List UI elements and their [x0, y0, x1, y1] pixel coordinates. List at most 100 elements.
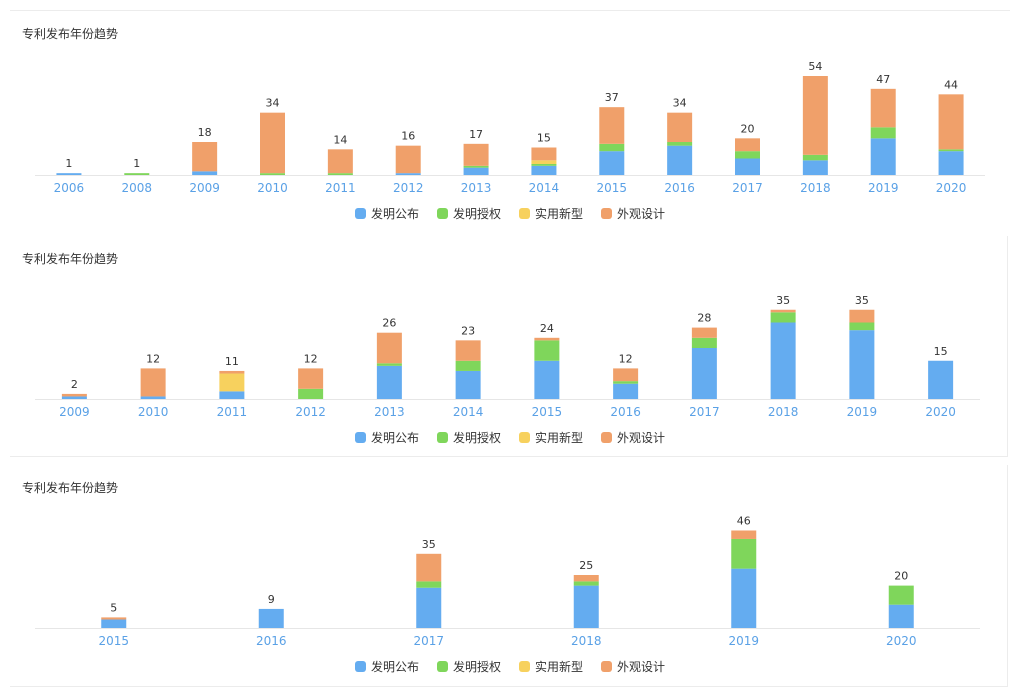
bar-segment-2017-发明公布[interactable] [735, 158, 760, 176]
bar-segment-2017-外观设计[interactable] [691, 327, 717, 338]
bar-segment-2009-外观设计[interactable] [192, 142, 218, 172]
bar-segment-2020-发明公布[interactable] [888, 604, 914, 628]
bar-segment-2014-实用新型[interactable] [531, 160, 557, 164]
bar-segment-2010-外观设计[interactable] [140, 368, 166, 397]
legend-item-faming-shouquan[interactable]: 发明授权 [436, 205, 501, 222]
bar-segment-2017-外观设计[interactable] [416, 553, 442, 582]
bar-segment-2017-发明授权[interactable] [735, 151, 760, 159]
bar-segment-2014-发明公布[interactable] [455, 370, 481, 399]
bar-segment-2017-发明公布[interactable] [416, 587, 442, 628]
bar-segment-2010-外观设计[interactable] [260, 112, 285, 174]
bar-segment-2018-外观设计[interactable] [573, 575, 599, 582]
bar-segment-2018-发明授权[interactable] [802, 154, 828, 161]
bar-segment-2019-发明授权[interactable] [849, 322, 875, 331]
legend-item-waiguan-sheji[interactable]: 外观设计 [601, 429, 665, 446]
bar-segment-2011-发明公布[interactable] [219, 391, 245, 399]
bar-segment-2015-发明授权[interactable] [534, 340, 560, 361]
bar-segment-2017-外观设计[interactable] [735, 138, 760, 152]
x-tick-label: 2015 [532, 405, 563, 419]
bar-segment-2020-外观设计[interactable] [938, 94, 964, 150]
bar-segment-2018-发明公布[interactable] [802, 160, 828, 175]
x-tick-label: 2019 [847, 405, 878, 419]
bar-segment-2011-发明授权[interactable] [327, 173, 353, 175]
bar-segment-2014-外观设计[interactable] [531, 147, 557, 161]
legend-item-shiyong-xinxing[interactable]: 实用新型 [519, 429, 583, 446]
x-tick-label: 2014 [529, 181, 560, 195]
bar-segment-2019-发明授权[interactable] [870, 127, 896, 139]
bar-segment-2016-外观设计[interactable] [667, 112, 693, 142]
legend-item-faming-gongbu[interactable]: 发明公布 [354, 205, 419, 222]
bar-segment-2019-发明授权[interactable] [731, 538, 757, 569]
bar-segment-2011-外观设计[interactable] [327, 149, 353, 174]
bar-segment-2012-发明授权[interactable] [298, 388, 324, 399]
bar-segment-2018-发明公布[interactable] [573, 585, 599, 628]
bar-segment-2006-发明公布[interactable] [56, 173, 82, 175]
bar-segment-2019-外观设计[interactable] [849, 309, 875, 323]
bar-segment-2015-外观设计[interactable] [101, 617, 127, 620]
legend-item-faming-shouquan[interactable]: 发明授权 [436, 658, 501, 675]
bar-segment-2015-发明公布[interactable] [599, 151, 625, 175]
x-tick-label: 2016 [664, 181, 695, 195]
bar-segment-2010-发明公布[interactable] [140, 396, 166, 399]
legend-item-faming-gongbu[interactable]: 发明公布 [354, 658, 419, 675]
bar-segment-2013-发明公布[interactable] [463, 167, 489, 175]
bar-segment-2014-外观设计[interactable] [455, 340, 481, 361]
bar-segment-2016-外观设计[interactable] [613, 368, 639, 382]
bar-segment-2012-外观设计[interactable] [298, 368, 324, 389]
bar-segment-2019-发明公布[interactable] [731, 568, 757, 628]
bar-segment-2017-发明授权[interactable] [691, 337, 717, 348]
bar-segment-2014-发明公布[interactable] [531, 165, 557, 175]
bar-segment-2012-发明公布[interactable] [395, 173, 421, 175]
bar-segment-2019-外观设计[interactable] [731, 530, 757, 539]
bar-segment-2018-发明授权[interactable] [770, 312, 796, 323]
bar-segment-2015-发明授权[interactable] [599, 143, 625, 152]
bar-segment-2020-发明公布[interactable] [938, 151, 964, 175]
data-label: 25 [579, 559, 593, 572]
bar-segment-2011-外观设计[interactable] [219, 370, 245, 374]
bar-segment-2010-发明授权[interactable] [260, 173, 285, 175]
bar-segment-2016-发明公布[interactable] [613, 383, 639, 399]
legend-item-waiguan-sheji[interactable]: 外观设计 [601, 658, 665, 675]
bar-segment-2015-外观设计[interactable] [534, 337, 560, 341]
bar-segment-2015-外观设计[interactable] [599, 107, 625, 144]
legend-item-waiguan-sheji[interactable]: 外观设计 [601, 205, 665, 222]
bar-segment-2016-发明授权[interactable] [667, 142, 693, 146]
bar-segment-2014-发明授权[interactable] [455, 360, 481, 371]
bar-segment-2013-发明授权[interactable] [463, 165, 489, 168]
bar-segment-2008-发明授权[interactable] [124, 173, 150, 175]
bar-segment-2019-外观设计[interactable] [870, 88, 896, 128]
bar-segment-2020-发明公布[interactable] [928, 360, 954, 399]
bar-segment-2011-实用新型[interactable] [219, 373, 245, 392]
bar-segment-2015-发明公布[interactable] [534, 360, 560, 399]
bar-segment-2020-发明授权[interactable] [938, 149, 964, 152]
bar-segment-2018-外观设计[interactable] [802, 76, 828, 155]
bar-segment-2020-发明授权[interactable] [888, 585, 914, 605]
bar-segment-2014-发明授权[interactable] [531, 164, 557, 166]
legend-item-faming-shouquan[interactable]: 发明授权 [436, 429, 501, 446]
legend-item-shiyong-xinxing[interactable]: 实用新型 [519, 205, 583, 222]
bar-segment-2017-发明授权[interactable] [416, 581, 442, 588]
bar-segment-2016-发明授权[interactable] [613, 381, 639, 384]
bar-segment-2012-外观设计[interactable] [395, 145, 421, 174]
bar-segment-2013-发明授权[interactable] [376, 363, 402, 366]
bar-segment-2018-发明授权[interactable] [573, 581, 599, 586]
bar-segment-2013-发明公布[interactable] [376, 365, 402, 399]
legend-item-faming-gongbu[interactable]: 发明公布 [354, 429, 419, 446]
bar-segment-2018-发明公布[interactable] [770, 322, 796, 400]
legend-item-shiyong-xinxing[interactable]: 实用新型 [519, 658, 583, 675]
bar-segment-2019-发明公布[interactable] [870, 138, 896, 175]
bar-segment-2016-发明公布[interactable] [258, 608, 284, 628]
bar-segment-2013-外观设计[interactable] [463, 143, 489, 166]
bar-segment-2009-外观设计[interactable] [61, 393, 87, 397]
data-label: 35 [776, 294, 790, 307]
bar-segment-2013-外观设计[interactable] [376, 332, 402, 364]
data-label: 15 [537, 132, 551, 145]
bar-segment-2009-发明公布[interactable] [61, 396, 87, 399]
bar-segment-2017-发明公布[interactable] [691, 348, 717, 399]
x-tick-label: 2017 [689, 405, 720, 419]
bar-segment-2018-外观设计[interactable] [770, 309, 796, 313]
bar-segment-2015-发明公布[interactable] [101, 619, 127, 628]
bar-segment-2019-发明公布[interactable] [849, 330, 875, 399]
bar-segment-2016-发明公布[interactable] [667, 145, 693, 175]
bar-segment-2009-发明公布[interactable] [192, 171, 218, 175]
